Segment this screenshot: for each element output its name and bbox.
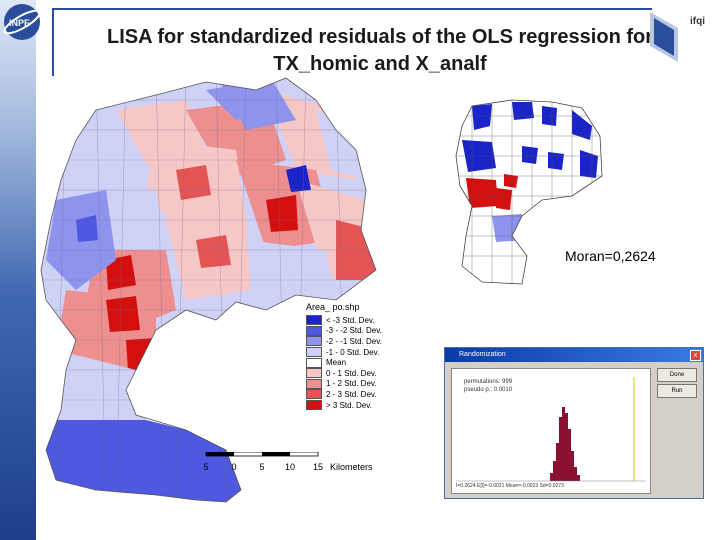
legend-swatch [306,315,322,326]
histogram-footer: I=0.2624 E[I]=-0.0021 Mean=-0.0023 Sd=0.… [456,483,564,489]
plot-stats-line-2: pseudo p.: 0.0010 [464,387,513,393]
dialog-close-button[interactable]: x [690,350,701,361]
small-cluster-map [455,99,603,285]
legend-label: Mean [326,358,347,368]
legend-rows: < -3 Std. Dev. -3 - -2 Std. Dev. -2 - -1 S… [306,315,416,411]
legend-swatch [306,325,322,336]
legend-label: < -3 Std. Dev. [326,315,375,325]
corner-logo-icon [650,12,678,62]
legend-item: -3 - -2 Std. Dev. [306,325,416,337]
legend-label: 2 - 3 Std. Dev. [326,389,377,399]
title-line-2: TX_homic and X_analf [273,53,487,75]
legend-label: 1 - 2 Std. Dev. [326,379,377,389]
legend-item: < -3 Std. Dev. [306,315,416,326]
svg-text:INPE: INPE [9,18,30,28]
plot-stats-line-1: permutations: 999 [464,379,513,385]
header-rule [52,8,652,10]
legend-item: > 3 Std. Dev. [306,400,416,411]
legend-swatch [306,336,322,347]
scale-tick-3: 10 [285,462,295,472]
map-legend: Area_ po.shp < -3 Std. Dev. -3 - -2 Std. … [306,302,416,411]
blue-sidebar [0,0,36,540]
legend-item: -1 - 0 Std. Dev. [306,347,416,358]
randomization-dialog: Randomization x permutations: 999 pseudo… [444,347,704,499]
legend-item: 1 - 2 Std. Dev. [306,378,416,390]
legend-item: Mean [306,357,416,368]
corner-label: ifqi [690,16,705,27]
scale-tick-0: 5 [203,462,208,472]
dialog-titlebar: Randomization x [445,348,703,362]
title-line-1: LISA for standardized residuals of the O… [106,26,654,48]
scale-bar: 5 0 5 10 15 Kilometers [203,452,373,472]
slide-title: LISA for standardized residuals of the O… [40,24,720,78]
legend-label: > 3 Std. Dev. [326,400,372,410]
legend-swatch [306,378,322,389]
legend-label: -1 - 0 Std. Dev. [326,347,380,357]
legend-item: 2 - 3 Std. Dev. [306,389,416,400]
permutation-histogram: permutations: 999 pseudo p.: 0.0010 I=0.… [451,368,651,494]
inpe-logo-icon: INPE [3,4,41,40]
legend-item: -2 - -1 Std. Dev. [306,336,416,347]
scale-tick-1: 0 [231,462,236,472]
header-vertical-rule [52,8,54,76]
legend-label: 0 - 1 Std. Dev. [326,368,377,378]
legend-swatch [306,400,322,411]
main-lisa-map [40,77,377,503]
legend-swatch [306,357,322,368]
legend-label: -3 - -2 Std. Dev. [326,326,382,336]
moran-index-label: Moran=0,2624 [565,248,656,264]
dialog-title: Randomization [459,351,506,358]
legend-item: 0 - 1 Std. Dev. [306,368,416,379]
scale-unit: Kilometers [330,462,373,472]
legend-swatch [306,389,322,400]
scale-tick-4: 15 [313,462,323,472]
scale-tick-2: 5 [259,462,264,472]
legend-label: -2 - -1 Std. Dev. [326,336,382,346]
legend-swatch [306,347,322,358]
legend-title: Area_ po.shp [306,302,360,312]
done-button[interactable]: Done [657,368,697,382]
legend-swatch [306,368,322,379]
histogram-svg [456,377,646,482]
run-button[interactable]: Run [657,384,697,398]
histogram-bars [550,407,580,481]
